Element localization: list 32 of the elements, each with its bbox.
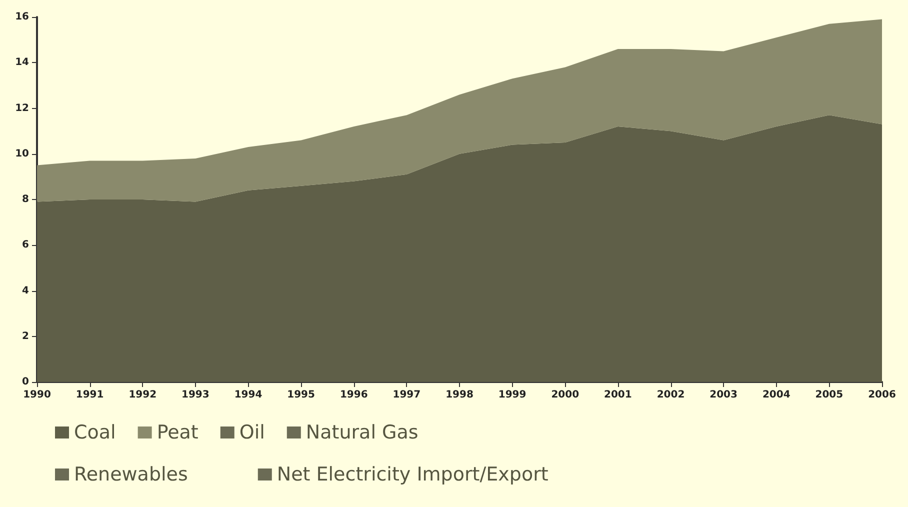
x-tick-label: 1998 [446,390,474,400]
x-tick-label: 1993 [182,390,210,400]
x-tick-label: 2001 [604,390,632,400]
x-tick-label: 2002 [656,390,685,400]
x-tick-label: 1997 [392,390,421,400]
x-tick-label: 2000 [551,390,580,400]
y-tick-label: 12 [15,102,30,114]
y-tick-label: 8 [22,194,30,205]
y-tick-label: 4 [22,285,30,296]
y-tick-label: 10 [15,148,30,160]
x-tick-label: 1996 [340,390,368,400]
x-tick-label: 1990 [23,390,51,400]
legend-label: Natural Gas [306,422,418,444]
x-tick-label: 2003 [710,390,738,400]
legend-label: Peat [156,422,198,444]
x-tick-label: 2004 [762,390,790,400]
legend-label: Net Electricity Import/Export [276,464,548,486]
y-tick-label: 14 [15,57,30,68]
legend-label: Renewables [74,464,188,486]
legend-label: Oil [239,422,265,444]
x-tick-label: 1999 [498,390,526,400]
x-tick-label: 1994 [234,390,262,400]
x-tick-label: 1995 [287,390,316,400]
x-tick-label: 1991 [76,390,104,400]
y-tick-label: 16 [15,12,30,22]
x-tick-label: 2005 [815,390,844,400]
y-tick-label: 2 [22,330,30,342]
x-tick-label: 1992 [128,390,157,400]
y-tick-label: 0 [22,376,30,388]
x-tick-label: 2006 [868,390,896,400]
legend-label: Coal [74,422,116,444]
y-tick-label: 6 [22,240,30,251]
